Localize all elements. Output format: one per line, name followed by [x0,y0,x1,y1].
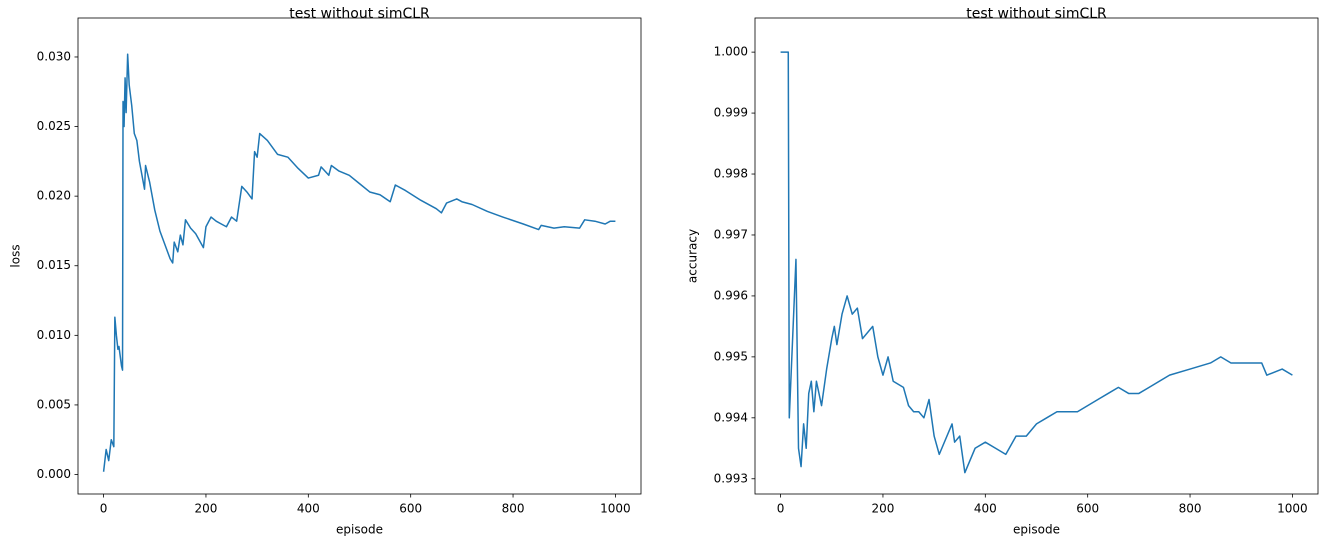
x-tick-label: 1000 [1277,502,1308,516]
y-tick-label: 0.993 [714,471,748,485]
x-tick-label: 600 [1076,502,1099,516]
chart-title: test without simCLR [966,6,1107,22]
axes-frame [77,17,642,495]
x-tick-label: 800 [502,502,525,516]
y-tick-label: 0.005 [37,397,71,411]
y-tick-label: 0.010 [37,328,71,342]
x-tick-label: 400 [974,502,997,516]
y-tick-label: 0.995 [714,349,748,363]
y-tick-label: 1.000 [714,45,748,59]
y-tick-label: 0.997 [714,227,748,241]
x-tick-label: 200 [195,502,218,516]
y-tick-label: 0.994 [714,410,748,424]
chart-title: test without simCLR [289,6,430,22]
y-tick-label: 0.996 [714,288,748,302]
data-line [780,51,1293,474]
x-tick-label: 0 [100,502,108,516]
x-tick-label: 200 [872,502,895,516]
axes-frame [754,17,1319,495]
y-tick-label: 0.025 [37,119,71,133]
y-tick-label: 0.999 [714,106,748,120]
data-line [102,53,616,472]
x-tick-label: 600 [399,502,422,516]
x-tick-label: 1000 [600,502,631,516]
y-tick-label: 0.030 [37,49,71,63]
x-axis-label: episode [1013,523,1060,537]
y-tick-label: 0.020 [37,189,71,203]
x-tick-label: 0 [777,502,785,516]
x-tick-label: 400 [297,502,320,516]
x-axis-label: episode [336,523,383,537]
y-tick-label: 0.000 [37,467,71,481]
y-tick-label: 0.015 [37,258,71,272]
y-tick-label: 0.998 [714,167,748,181]
y-axis-label: accuracy [686,229,700,283]
y-axis-label: loss [9,244,23,267]
x-tick-label: 800 [1179,502,1202,516]
